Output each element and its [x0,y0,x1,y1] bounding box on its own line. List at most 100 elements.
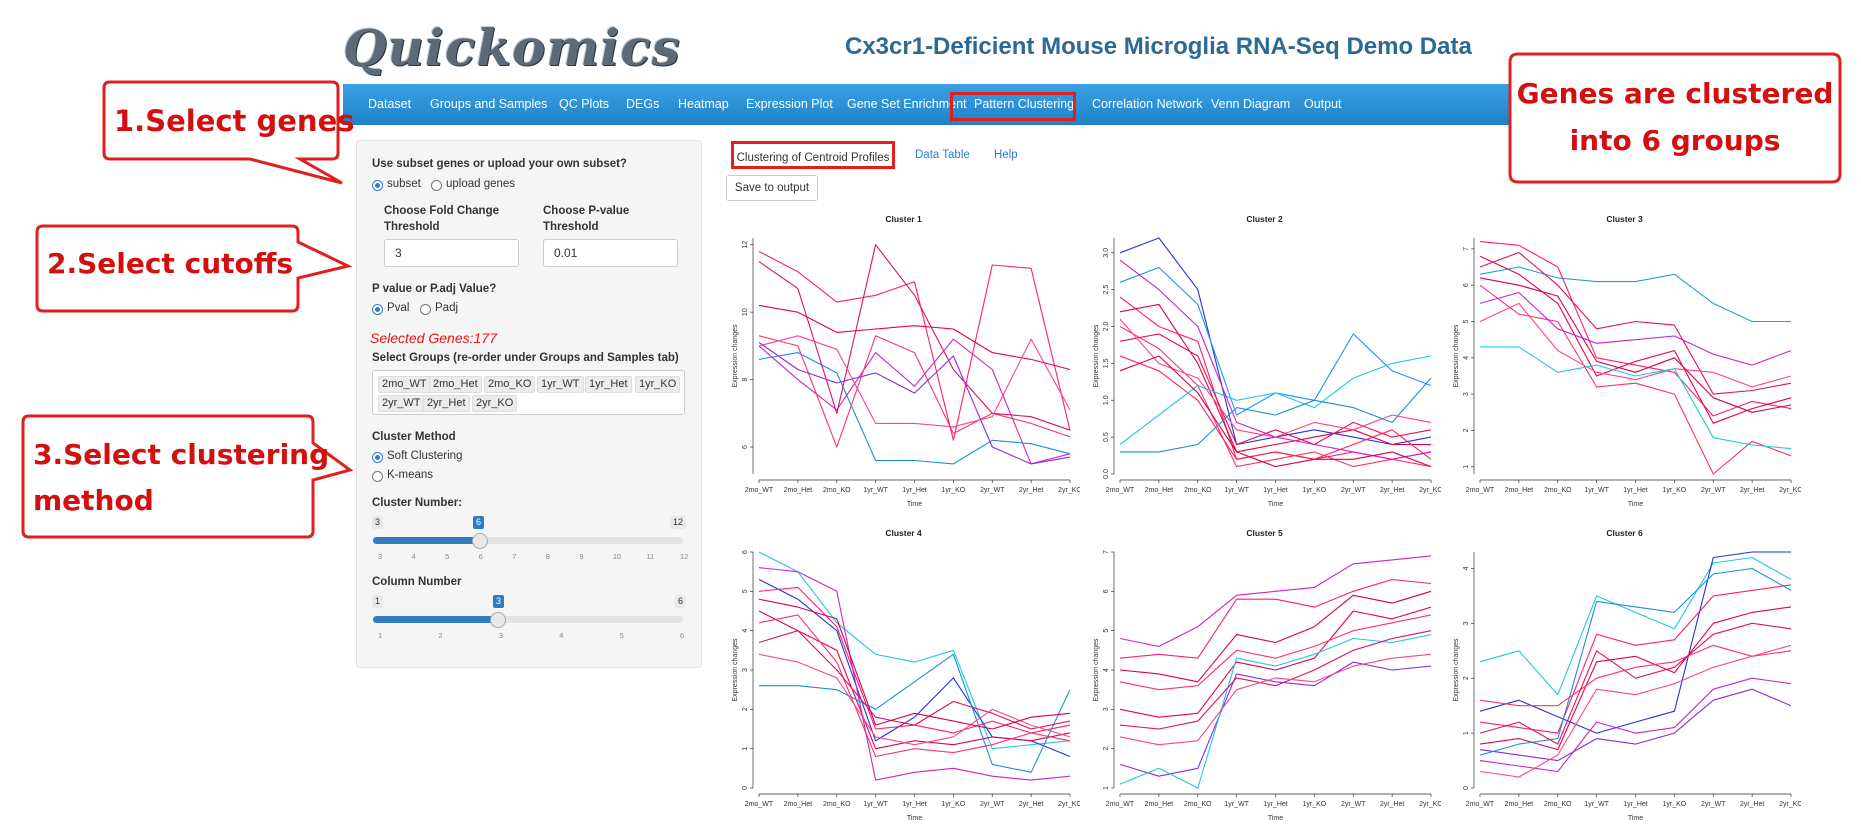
series-line [1119,326,1432,468]
nav-qc-plots[interactable]: QC Plots [559,97,610,111]
x-tick-label: 2yr_WT [1701,801,1726,808]
series-line [1479,284,1792,475]
y-tick-label: 4 [742,629,749,633]
y-tick-label: 3 [1103,707,1110,711]
x-axis-label: Time [1628,501,1643,508]
group-chip[interactable]: 2mo_WT [378,376,431,393]
column-slider-track[interactable] [373,616,683,623]
chart-title: Cluster 6 [1606,528,1643,538]
radio-padj[interactable] [420,304,431,315]
series-line [758,614,1071,758]
x-tick-label: 2mo_KO [823,801,851,808]
radio-upload-genes[interactable] [431,180,442,191]
slider-tick-label: 12 [680,552,689,561]
group-chip[interactable]: 2mo_Het [429,376,482,393]
cluster-5-chart: Cluster 5 1 2 3 4 5 6 7 Expression changes 2mo_WT… [1093,528,1441,822]
nav-heatmap[interactable]: Heatmap [678,97,729,111]
y-tick-label: 1.5 [1103,358,1110,368]
x-tick-label: 2mo_WT [1466,801,1495,808]
nav-venn-diagram[interactable]: Venn Diagram [1211,97,1291,111]
column-slider-handle[interactable] [490,612,506,628]
nav-output[interactable]: Output [1304,97,1342,111]
group-chip[interactable]: 1yr_Het [585,376,632,393]
cluster-slider-fill [373,537,480,544]
y-tick-label: 1 [1463,731,1470,735]
series-line [1479,622,1792,745]
x-tick-label: 1yr_WT [863,487,888,494]
select-groups-box[interactable]: 2mo_WT 2mo_Het 2mo_KO 1yr_WT 1yr_Het 1yr… [372,370,685,415]
group-chip[interactable]: 2yr_WT [378,395,425,412]
pvalue-threshold-input[interactable]: 0.01 [543,239,678,267]
x-tick-label: 1yr_KO [1663,487,1687,494]
radio-kmeans[interactable] [372,471,383,482]
chart-title: Cluster 1 [885,214,922,224]
series-line [1119,578,1432,659]
series-line [1479,688,1792,762]
nav-correlation-network[interactable]: Correlation Network [1092,97,1203,111]
y-tick-label: 1.0 [1103,395,1110,405]
slider-tick-label: 1 [378,631,383,640]
slider-tick-label: 5 [445,552,450,561]
nav-expression-plot[interactable]: Expression Plot [746,97,833,111]
x-tick-label: 2yr_KO [1779,487,1801,494]
x-tick-label: 1yr_KO [1303,801,1327,808]
callout-select-genes: 1.Select genes [114,104,355,138]
nav-groups-and-samples[interactable]: Groups and Samples [430,97,548,111]
column-slider-min: 1 [372,595,384,608]
tab-help[interactable]: Help [994,149,1018,161]
cluster-slider-handle[interactable] [472,533,488,549]
group-chip[interactable]: 1yr_WT [537,376,584,393]
x-tick-label: 2mo_Het [784,801,812,808]
cluster-slider-track[interactable] [373,537,683,544]
x-tick-label: 1yr_WT [1224,487,1249,494]
cluster-1-chart: Cluster 1 6 8 10 12 Expression changes 2mo_WT 2… [732,214,1080,508]
y-tick-label: 0 [742,786,749,790]
callout-clustered-line2: into 6 groups [1569,124,1781,157]
y-tick-label: 2 [1463,676,1470,680]
radio-soft-clustering[interactable] [372,452,383,463]
tab-data-table[interactable]: Data Table [915,149,970,161]
x-tick-label: 1yr_KO [1663,801,1687,808]
y-tick-label: 4 [1463,566,1470,570]
series-line [1480,346,1792,450]
series-line [758,335,1071,448]
y-tick-label: 2 [1103,747,1110,751]
group-chip[interactable]: 1yr_KO [635,376,681,393]
nav-highlight-box [950,92,1076,121]
save-to-output-button[interactable]: Save to output [726,175,818,201]
y-tick-label: 4 [1463,356,1470,360]
nav-degs[interactable]: DEGs [626,97,660,111]
x-tick-label: 2yr_KO [1058,487,1080,494]
series-line [758,251,1071,441]
series-line [758,244,1071,431]
x-tick-label: 2yr_Het [1380,801,1405,808]
group-chip[interactable]: 2yr_Het [423,395,470,412]
fc-threshold-input[interactable]: 3 [384,239,519,267]
y-tick-label: 12 [742,241,749,249]
series-line [758,304,1071,371]
y-tick-label: 2 [1463,428,1470,432]
series-line [1119,355,1432,445]
radio-subset[interactable] [372,180,383,191]
cluster-slider-min: 3 [372,516,384,529]
group-chip[interactable]: 2mo_KO [484,376,536,393]
nav-dataset[interactable]: Dataset [368,97,412,111]
cluster-2-chart: Cluster 2 0.0 0.5 1.0 1.5 2.0 2.5 3.0 Expression… [1093,214,1441,508]
x-tick-label: 2mo_Het [784,487,812,494]
tab-clustering-centroid-profiles[interactable]: Clustering of Centroid Profiles [731,141,895,169]
x-tick-label: 2yr_Het [1740,487,1765,494]
x-tick-label: 2yr_KO [1419,801,1441,808]
series-line [758,598,1071,730]
x-axis-label: Time [1628,815,1643,822]
radio-pval[interactable] [372,304,383,315]
group-chip[interactable]: 2yr_KO [472,395,518,412]
nav-gene-set-enrichment[interactable]: Gene Set Enrichment [847,97,967,111]
cluster-6-chart: Cluster 6 0 1 2 3 4 Expression changes 2mo_WT 2m… [1453,528,1801,822]
y-tick-label: 3 [1463,621,1470,625]
fc-threshold-label-line2: Threshold [384,221,440,233]
x-tick-label: 2yr_WT [980,801,1005,808]
selected-genes-count: Selected Genes:177 [370,330,497,346]
nav-pattern-clustering[interactable]: Pattern Clustering [974,97,1075,111]
x-tick-label: 2mo_Het [1145,487,1173,494]
